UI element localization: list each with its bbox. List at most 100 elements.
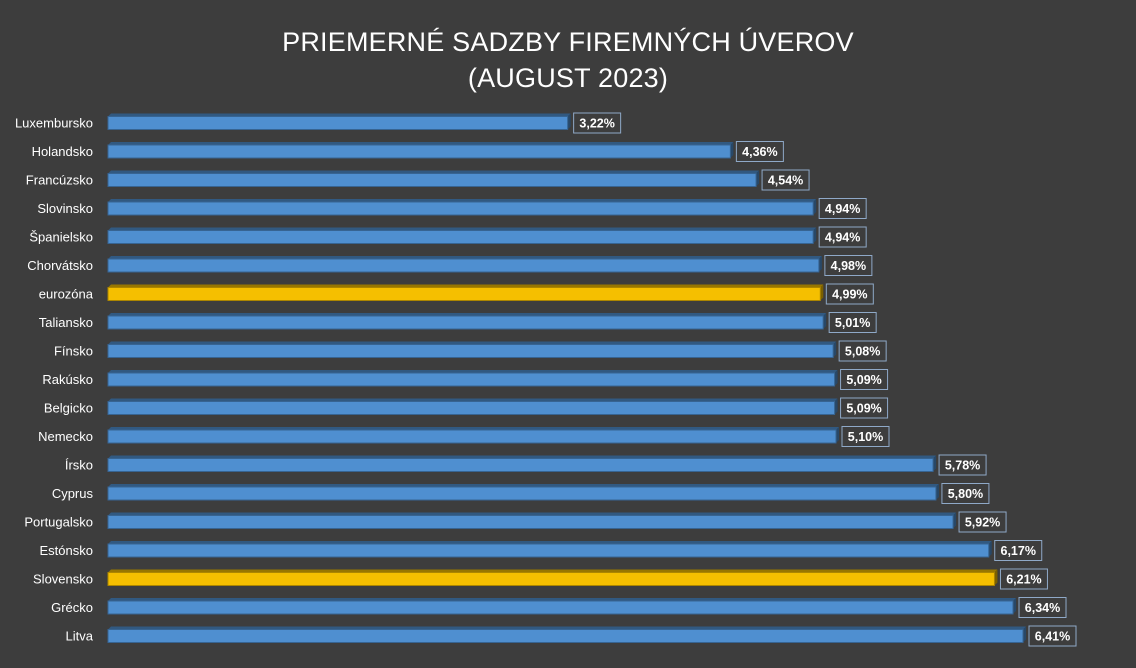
bar-group: Fínsko 5,08%: [54, 340, 887, 362]
category-label: Španielsko: [29, 230, 93, 245]
bar-top-face: [108, 227, 817, 231]
data-label-box: [1018, 597, 1067, 618]
bar: [107, 429, 837, 444]
category-label: Fínsko: [54, 344, 93, 359]
bar-group: Chorvátsko 4,98%: [27, 255, 873, 276]
category-label: Slovinsko: [37, 201, 93, 216]
category-label: Belgicko: [44, 401, 93, 416]
bar: [107, 287, 821, 301]
category-label: Cyprus: [52, 486, 94, 501]
bar-top-face: [108, 598, 1017, 601]
chart-title-main: PRIEMERNÉ SADZBY FIREMNÝCH ÚVEROV: [282, 27, 854, 57]
bar-group: Belgicko 5,09%: [44, 397, 889, 419]
data-label: 5,10%: [848, 430, 883, 444]
data-label: 5,78%: [945, 459, 980, 473]
bar-group: Írsko 5,78%: [65, 454, 987, 476]
bar-side-face: [935, 484, 939, 500]
bar-top-face: [108, 256, 822, 259]
bar-side-face: [933, 455, 937, 472]
bar-group: Taliansko 5,01%: [39, 312, 877, 333]
bar-group: Nemecko 5,10%: [38, 426, 890, 447]
category-label: Luxembursko: [15, 116, 93, 131]
bar-side-face: [823, 313, 827, 329]
bar-group: Luxembursko 3,22%: [15, 112, 622, 134]
bar-side-face: [953, 512, 957, 529]
category-label: Litva: [66, 629, 94, 644]
bar: [107, 144, 731, 159]
bar-group: Rakúsko 5,09%: [42, 369, 889, 390]
category-label: Portugalsko: [24, 515, 93, 530]
bar-group: eurozóna 4,99%: [39, 283, 874, 305]
bar-side-face: [836, 427, 840, 443]
data-label: 3,22%: [579, 117, 614, 131]
data-label-box: [840, 397, 889, 419]
data-label: 4,98%: [831, 259, 866, 273]
bar: [107, 201, 814, 216]
bar-group: Slovensko 6,21%: [33, 568, 1048, 590]
data-label: 5,01%: [835, 316, 870, 330]
bar-top-face: [108, 569, 998, 573]
data-label: 4,36%: [742, 145, 777, 159]
bar-group: Holandsko 4,36%: [32, 141, 784, 162]
category-label: Taliansko: [39, 315, 93, 330]
data-label: 4,99%: [832, 288, 867, 302]
data-label: 6,41%: [1035, 630, 1070, 644]
data-label-box: [999, 568, 1048, 590]
data-label-box: [735, 141, 784, 162]
bar-top-face: [108, 512, 957, 516]
bar: [107, 629, 1024, 643]
category-label: Grécko: [51, 600, 93, 615]
bar: [107, 344, 834, 358]
bar: [107, 315, 824, 330]
data-label-box: [825, 283, 874, 305]
data-label-box: [840, 369, 889, 390]
data-label-box: [994, 540, 1043, 561]
data-label-box: [828, 312, 877, 333]
bar-side-face: [813, 199, 817, 215]
bar-top-face: [108, 626, 1026, 630]
bar-group: Portugalsko 5,92%: [24, 511, 1007, 533]
bar-side-face: [834, 370, 838, 386]
bar-group: Litva 6,41%: [66, 625, 1077, 647]
bar-top-face: [108, 455, 937, 459]
category-label: Chorvátsko: [27, 258, 93, 273]
bar: [107, 572, 995, 586]
data-label: 6,34%: [1025, 601, 1060, 615]
bar: [107, 515, 954, 529]
bar: [107, 401, 836, 415]
data-label: 6,17%: [1001, 544, 1036, 558]
data-label: 6,21%: [1006, 573, 1041, 587]
bar-top-face: [108, 541, 992, 544]
category-label: Slovensko: [33, 572, 93, 587]
bar-group: Slovinsko 4,94%: [37, 198, 867, 219]
data-label: 4,94%: [825, 231, 860, 245]
bar: [107, 372, 836, 387]
bar-side-face: [994, 569, 998, 586]
bar-side-face: [756, 170, 760, 187]
data-label: 5,80%: [948, 487, 983, 501]
category-label: Estónsko: [40, 543, 93, 558]
bar-side-face: [988, 541, 992, 557]
bar-top-face: [108, 284, 824, 288]
bar-top-face: [108, 170, 760, 174]
bar: [107, 543, 990, 558]
bar-top-face: [108, 370, 838, 373]
data-label-box: [941, 483, 990, 504]
category-label: Holandsko: [32, 144, 93, 159]
bar-top-face: [108, 313, 827, 316]
bar-side-face: [1013, 598, 1017, 614]
data-label: 4,54%: [768, 174, 803, 188]
data-label-box: [761, 169, 810, 191]
data-label: 5,08%: [845, 345, 880, 359]
bar-group: Španielsko 4,94%: [29, 226, 867, 248]
bar: [107, 173, 757, 187]
bar-side-face: [833, 341, 837, 358]
bar-top-face: [108, 341, 837, 345]
data-label-box: [838, 340, 887, 362]
bar: [107, 116, 569, 130]
bar-top-face: [108, 199, 817, 202]
category-label: Francúzsko: [26, 173, 93, 188]
bar-top-face: [108, 484, 939, 487]
bar-top-face: [108, 142, 734, 145]
